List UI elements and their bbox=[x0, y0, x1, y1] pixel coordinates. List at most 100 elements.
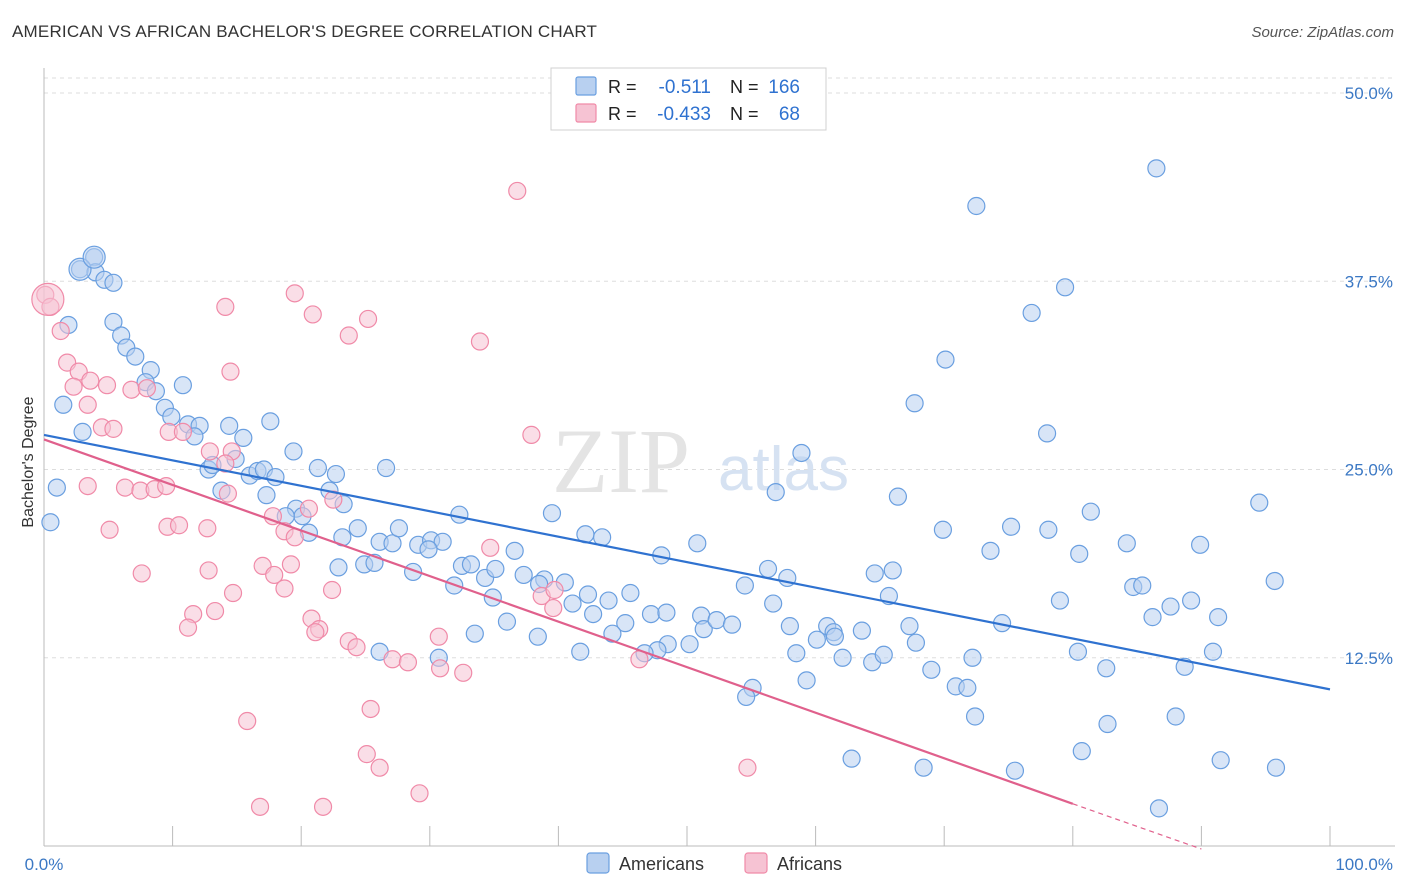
data-point bbox=[758, 559, 778, 579]
stats-n-value: 68 bbox=[779, 104, 800, 125]
data-point bbox=[178, 618, 198, 637]
data-point bbox=[641, 604, 661, 624]
data-point bbox=[162, 407, 181, 426]
data-point bbox=[933, 520, 953, 539]
data-point bbox=[470, 332, 490, 351]
data-point bbox=[41, 513, 60, 532]
axes: 0.0% 100.0% bbox=[25, 68, 1395, 874]
y-axis-label: Bachelor's Degree bbox=[20, 396, 37, 527]
data-point bbox=[905, 394, 924, 413]
data-point bbox=[833, 648, 852, 667]
data-point bbox=[797, 671, 816, 690]
data-point bbox=[137, 379, 156, 398]
data-point bbox=[1022, 303, 1041, 323]
data-point bbox=[528, 627, 547, 646]
stats-r-label: R = bbox=[608, 77, 637, 97]
stats-box-frame bbox=[550, 67, 827, 131]
data-point bbox=[1182, 591, 1201, 610]
data-point bbox=[266, 467, 285, 487]
watermark: ZIP atlas bbox=[552, 410, 849, 512]
data-point bbox=[1143, 608, 1162, 627]
data-point bbox=[963, 648, 982, 667]
data-point bbox=[376, 458, 396, 478]
stats-box: R = -0.511 N = 166 R = -0.433 N = 68 bbox=[550, 67, 827, 131]
data-point bbox=[936, 350, 955, 369]
y-tick-label: 50.0% bbox=[1345, 84, 1393, 103]
stats-n-label: N = bbox=[730, 77, 759, 97]
data-point bbox=[433, 532, 452, 551]
data-point bbox=[223, 583, 243, 603]
data-point bbox=[738, 758, 757, 777]
data-point bbox=[357, 745, 376, 764]
data-point bbox=[173, 422, 192, 441]
data-point bbox=[73, 422, 92, 441]
data-point bbox=[461, 555, 481, 574]
data-point bbox=[900, 617, 919, 636]
data-point bbox=[220, 416, 239, 435]
data-point bbox=[429, 627, 448, 646]
data-point bbox=[1037, 424, 1057, 443]
data-point bbox=[1211, 751, 1230, 770]
data-point bbox=[1001, 517, 1021, 536]
data-point bbox=[825, 627, 844, 646]
x-tick-label: 100.0% bbox=[1335, 855, 1393, 874]
legend-swatch-americans bbox=[586, 852, 610, 874]
data-point bbox=[78, 395, 97, 414]
data-point bbox=[263, 507, 283, 526]
data-point bbox=[922, 660, 941, 679]
data-point bbox=[505, 541, 524, 560]
data-point bbox=[54, 395, 73, 414]
data-point bbox=[481, 538, 500, 557]
data-point bbox=[308, 458, 328, 478]
data-point bbox=[450, 505, 469, 524]
data-point bbox=[383, 534, 402, 553]
data-point bbox=[616, 614, 635, 633]
data-point bbox=[465, 624, 484, 643]
data-point bbox=[238, 711, 257, 731]
data-point bbox=[306, 623, 325, 642]
data-point bbox=[81, 371, 100, 390]
data-point bbox=[1081, 502, 1100, 521]
data-point bbox=[257, 486, 276, 505]
data-point bbox=[883, 561, 902, 580]
data-point bbox=[1005, 761, 1025, 780]
data-point bbox=[313, 797, 333, 816]
data-point bbox=[454, 663, 473, 682]
stats-swatch bbox=[575, 103, 597, 123]
data-point bbox=[571, 642, 590, 661]
data-point bbox=[265, 565, 284, 585]
data-point bbox=[657, 603, 676, 622]
data-point bbox=[722, 615, 742, 634]
data-point bbox=[250, 797, 270, 816]
data-point bbox=[199, 561, 218, 580]
data-point bbox=[398, 653, 418, 672]
data-point bbox=[410, 784, 429, 803]
trend-line-americans bbox=[43, 433, 1331, 691]
data-point bbox=[419, 540, 438, 559]
data-point bbox=[347, 638, 366, 657]
data-point bbox=[1191, 535, 1210, 554]
data-point bbox=[173, 376, 192, 395]
grid-lines: 12.5% 25.0% 37.5% 50.0% bbox=[44, 77, 1395, 668]
data-point bbox=[766, 483, 785, 502]
data-point bbox=[339, 326, 358, 345]
data-point bbox=[787, 644, 806, 663]
data-point bbox=[31, 282, 65, 316]
data-point bbox=[361, 699, 380, 719]
x-tick-label: 0.0% bbox=[25, 855, 64, 874]
legend-label-africans: Africans bbox=[777, 854, 842, 874]
data-point bbox=[764, 594, 783, 613]
data-point bbox=[284, 442, 303, 461]
data-point bbox=[1117, 534, 1136, 553]
source-label: Source: ZipAtlas.com bbox=[1251, 24, 1394, 41]
data-point bbox=[874, 645, 893, 664]
data-point bbox=[792, 443, 811, 463]
data-point bbox=[299, 499, 319, 518]
data-point bbox=[1166, 707, 1185, 726]
data-point bbox=[122, 380, 141, 399]
data-point bbox=[370, 758, 389, 777]
legend: Americans Africans bbox=[586, 852, 842, 874]
data-point bbox=[522, 425, 541, 444]
data-point bbox=[47, 478, 66, 497]
data-point bbox=[981, 541, 1000, 560]
